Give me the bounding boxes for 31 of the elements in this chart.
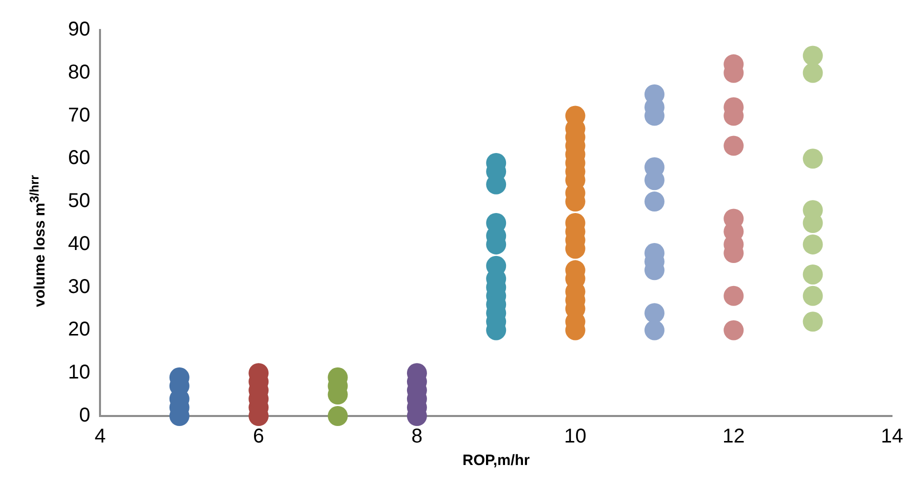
point	[724, 320, 744, 340]
point	[802, 286, 823, 306]
y-tick-label: 10	[68, 362, 90, 384]
y-tick-label: 70	[68, 104, 90, 126]
point	[802, 148, 823, 169]
point	[328, 406, 348, 426]
point	[644, 303, 664, 324]
y-tick-label: 20	[68, 318, 90, 341]
x-tick-label: 6	[253, 426, 264, 448]
point	[724, 136, 744, 156]
y-tick-label: 80	[68, 61, 90, 84]
point	[802, 312, 823, 332]
y-tick-label: 0	[79, 404, 90, 427]
point	[802, 234, 823, 254]
point	[802, 62, 823, 83]
point	[724, 286, 744, 306]
point	[802, 46, 823, 66]
y-tick-label: 40	[68, 232, 90, 255]
x-tick-label: 12	[722, 426, 745, 448]
y-tick-label: 60	[68, 147, 90, 170]
x-tick-label: 4	[94, 426, 106, 448]
point	[802, 264, 823, 284]
point	[644, 320, 664, 340]
point	[644, 192, 664, 212]
x-tick-label: 14	[880, 426, 904, 448]
y-tick-label: 30	[68, 276, 90, 298]
x-tick-label: 10	[564, 426, 586, 448]
y-tick-label: 50	[68, 190, 90, 212]
x-tick-label: 8	[411, 426, 423, 448]
x-axis-title: ROP,m/hr	[462, 452, 530, 470]
y-tick-label: 90	[68, 18, 90, 41]
